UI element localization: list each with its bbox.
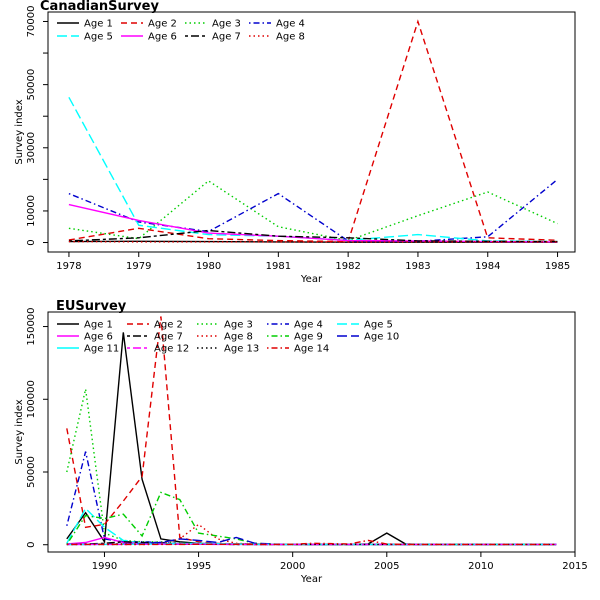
chart-panel-2: EUSurvey 1990 1995 2000 2005 2010 2015 0 50000 10… — [14, 299, 588, 585]
y-tick-label: 0 — [26, 239, 37, 245]
y-axis-label: Survey index — [14, 99, 25, 164]
series-line-age-14 — [66, 539, 557, 546]
x-tick-label: 1995 — [186, 561, 211, 572]
legend-label: Age 7 — [154, 332, 183, 343]
x-tick-label: 1982 — [335, 261, 360, 272]
legend-label: Age 13 — [224, 344, 259, 355]
legend-label: Age 5 — [84, 32, 113, 43]
x-tick-label: 1985 — [545, 261, 570, 272]
y-tick-label: 100000 — [26, 380, 37, 418]
series-line-age-4 — [68, 178, 558, 243]
series-line-age-3 — [68, 180, 558, 242]
y-tick-label: 30000 — [26, 132, 37, 164]
x-tick-label: 2000 — [280, 561, 305, 572]
legend-label: Age 14 — [294, 344, 329, 355]
legend-label: Age 8 — [224, 332, 253, 343]
series-line-age-7 — [68, 229, 558, 243]
legend: Age 1 Age 2 Age 3 Age 4 Age 5 Age 6 Age 7 Age 8 — [57, 19, 305, 43]
x-tick-label: 1983 — [405, 261, 430, 272]
x-tick-label: 2015 — [562, 561, 587, 572]
x-tick-label: 1984 — [475, 261, 500, 272]
legend-label: Age 6 — [84, 332, 113, 343]
x-axis-label: Year — [300, 574, 323, 585]
chart-title: CanadianSurvey — [40, 0, 159, 14]
plot-frame — [47, 11, 576, 253]
y-tick-label: 50000 — [26, 456, 37, 488]
x-tick-label: 2010 — [468, 561, 493, 572]
legend-label: Age 1 — [84, 320, 113, 331]
legend-label: Age 5 — [364, 320, 393, 331]
x-tick-label: 1981 — [266, 261, 291, 272]
series-line-age-5 — [68, 96, 558, 243]
legend-label: Age 10 — [364, 332, 399, 343]
x-tick-label: 1979 — [126, 261, 151, 272]
y-tick-label: 50000 — [26, 69, 37, 101]
series-line-age-6 — [68, 203, 558, 243]
legend-label: Age 4 — [276, 19, 305, 30]
y-tick-label: 10000 — [26, 195, 37, 227]
legend-label: Age 9 — [294, 332, 323, 343]
legend-label: Age 3 — [224, 320, 253, 331]
legend-label: Age 1 — [84, 19, 113, 30]
series-line-age-2 — [66, 316, 557, 546]
legend-label: Age 7 — [212, 32, 241, 43]
y-tick-label: 150000 — [26, 307, 37, 345]
x-tick-label: 1980 — [196, 261, 221, 272]
series-line-age-1 — [66, 332, 557, 546]
y-tick-label: 0 — [26, 542, 37, 548]
chart-panel-1: CanadianSurvey 1978 1979 1980 1981 1982 1983 19… — [14, 0, 576, 285]
x-axis-label: Year — [300, 274, 323, 285]
series-line-age-9 — [66, 491, 557, 546]
legend-label: Age 3 — [212, 19, 241, 30]
legend: Age 1 Age 2 Age 3 Age 4 Age 5 Age 6 Age 7 Age 8… — [57, 320, 399, 355]
x-tick-label: 1978 — [56, 261, 81, 272]
series-line-age-5 — [66, 507, 557, 546]
y-tick-label: 70000 — [26, 6, 37, 38]
y-axis-label: Survey index — [14, 399, 25, 464]
x-tick-label: 1990 — [92, 561, 117, 572]
chart-title: EUSurvey — [56, 299, 127, 314]
x-tick-label: 2005 — [374, 561, 399, 572]
legend-label: Age 2 — [154, 320, 183, 331]
legend-label: Age 12 — [154, 344, 189, 355]
plot-frame — [47, 311, 576, 553]
series-group — [66, 316, 557, 546]
legend-label: Age 8 — [276, 32, 305, 43]
series-line-age-2 — [68, 19, 558, 243]
legend-label: Age 4 — [294, 320, 323, 331]
legend-label: Age 2 — [148, 19, 177, 30]
series-line-age-10 — [66, 536, 557, 546]
series-group — [68, 19, 558, 243]
legend-label: Age 6 — [148, 32, 177, 43]
legend-label: Age 11 — [84, 344, 119, 355]
